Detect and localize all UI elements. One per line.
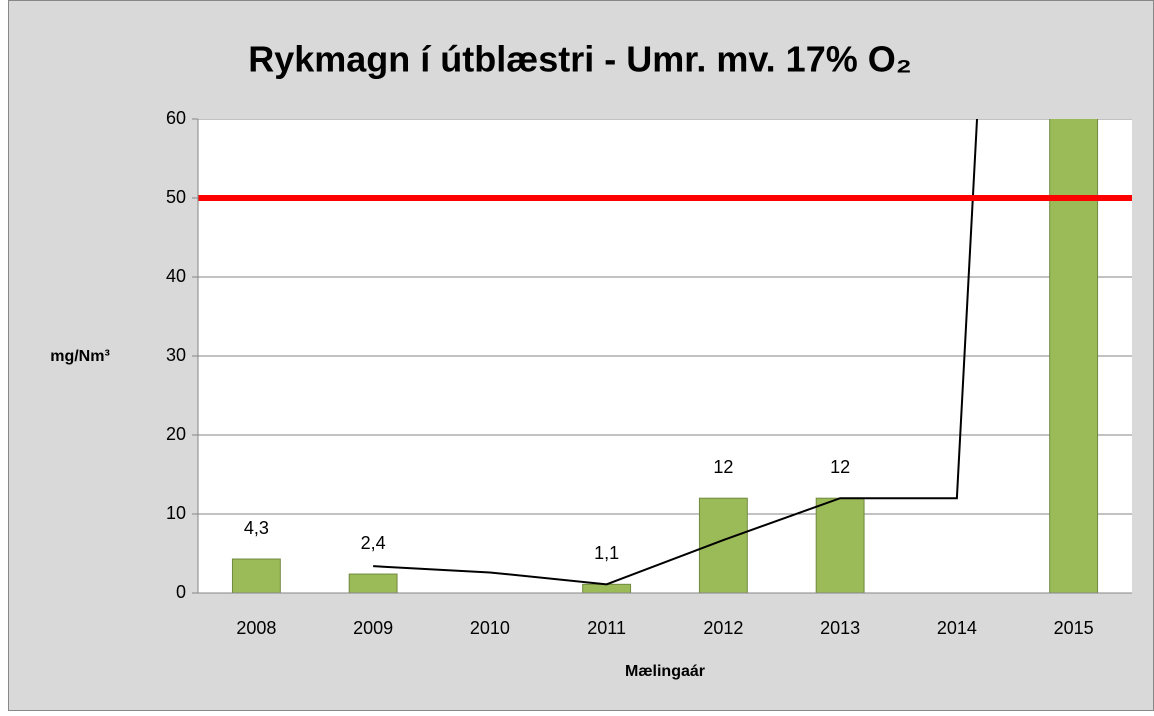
line bbox=[373, 119, 979, 586]
data-label: 12 bbox=[713, 457, 733, 477]
x-tick-label: 2011 bbox=[587, 618, 626, 638]
data-label: 2,4 bbox=[361, 533, 386, 553]
x-tick-label: 2014 bbox=[937, 618, 977, 638]
x-tick-label: 2013 bbox=[820, 618, 860, 638]
x-tick-label: 2008 bbox=[236, 618, 276, 638]
x-tick-label: 2015 bbox=[1054, 618, 1094, 638]
bar bbox=[231, 558, 281, 593]
plot bbox=[198, 119, 1132, 593]
x-tick-label: 2009 bbox=[353, 618, 393, 638]
y-tick-label: 10 bbox=[166, 503, 186, 523]
x-tick-label: 2010 bbox=[470, 618, 510, 638]
x-axis-label: Mælingaár bbox=[625, 663, 705, 680]
y-tick-label: 30 bbox=[166, 345, 186, 365]
y-axis-label: mg/Nm³ bbox=[50, 348, 110, 365]
data-label: 1,1 bbox=[594, 543, 619, 563]
y-tick-label: 0 bbox=[176, 582, 186, 602]
y-tick-label: 50 bbox=[166, 187, 186, 207]
chart-title: Rykmagn í útblæstri - Umr. mv. 17% O₂ bbox=[248, 39, 912, 80]
data-label: 4,3 bbox=[244, 518, 269, 538]
x-tick-label: 2012 bbox=[703, 618, 743, 638]
bar bbox=[582, 583, 632, 593]
data-label: 12 bbox=[830, 457, 850, 477]
y-tick-label: 60 bbox=[166, 108, 186, 128]
bar bbox=[348, 573, 398, 593]
y-tick-label: 40 bbox=[166, 266, 186, 286]
bar bbox=[815, 497, 865, 593]
y-tick-label: 20 bbox=[166, 424, 186, 444]
